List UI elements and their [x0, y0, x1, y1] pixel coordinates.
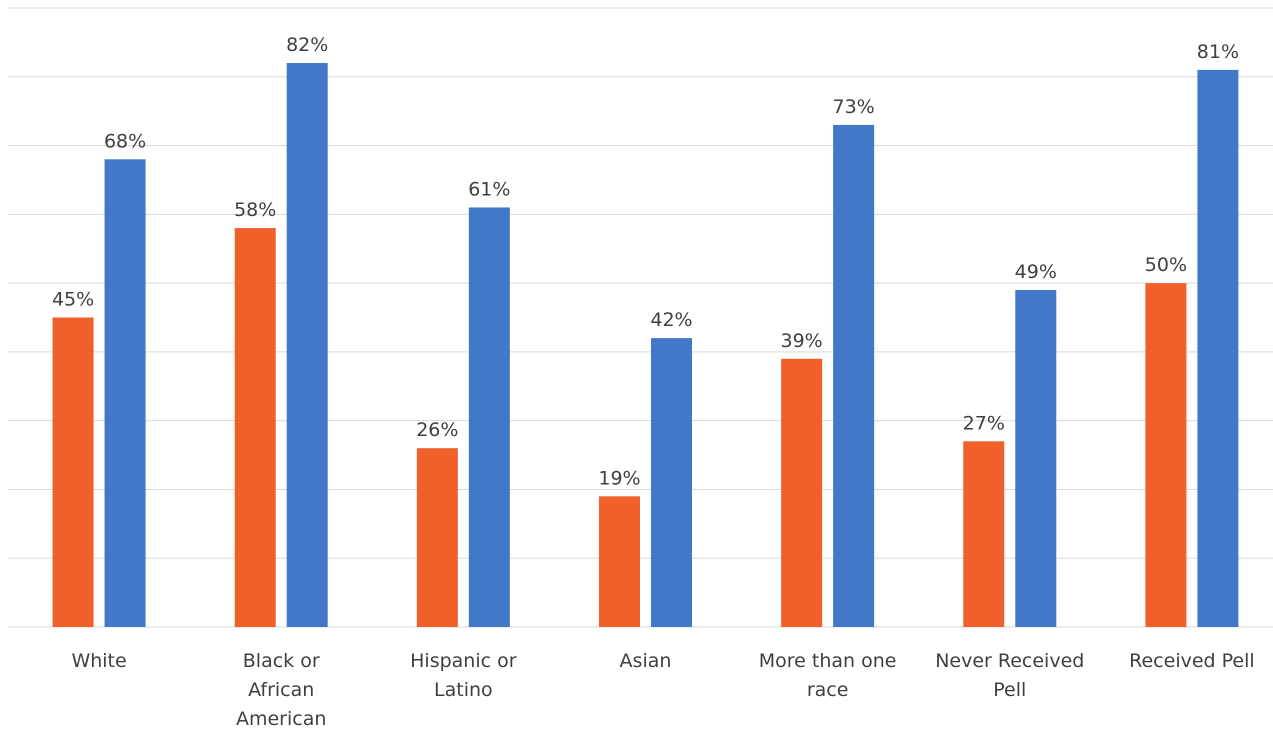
- data-label: 26%: [416, 419, 458, 441]
- category-label: Asian: [620, 650, 672, 672]
- data-label: 45%: [52, 289, 94, 311]
- data-label: 58%: [234, 199, 276, 221]
- category-labels: White Black or African American Hispanic or L…: [71, 650, 1254, 730]
- data-label: 39%: [781, 330, 823, 352]
- data-label: 19%: [598, 467, 640, 489]
- category-label: Hispanic or Latino: [410, 650, 517, 701]
- bar: [963, 441, 1005, 627]
- data-label: 49%: [1015, 261, 1057, 283]
- category-label: Black or African American: [236, 650, 326, 730]
- data-label: 27%: [963, 412, 1005, 434]
- data-label: 82%: [286, 34, 328, 56]
- bar: [286, 63, 328, 628]
- data-label: 42%: [650, 309, 692, 331]
- bars: [52, 63, 1239, 628]
- data-label: 50%: [1145, 254, 1187, 276]
- bar: [416, 448, 458, 627]
- bar: [781, 358, 823, 627]
- data-label: 61%: [468, 178, 510, 200]
- category-label: White: [71, 650, 126, 672]
- bar: [468, 207, 510, 627]
- category-label: Never Received Pell: [935, 650, 1084, 701]
- gridlines: [8, 7, 1273, 628]
- data-label: 68%: [104, 130, 146, 152]
- bar: [52, 317, 94, 627]
- data-label: 73%: [833, 96, 875, 118]
- bar: [1015, 289, 1057, 627]
- bar: [1145, 283, 1187, 627]
- category-label: Received Pell: [1129, 650, 1255, 672]
- data-label: 81%: [1197, 41, 1239, 63]
- bar: [598, 496, 640, 627]
- bar: [1197, 69, 1239, 627]
- bar: [650, 338, 692, 627]
- category-label: More than one race: [759, 650, 897, 701]
- bar: [833, 124, 875, 627]
- bar: [234, 228, 276, 628]
- bar: [104, 159, 146, 628]
- value-labels: 45% 68% 58% 82% 26% 61% 19% 42% 39% 73% 27% 49% 50% 8…: [52, 34, 1239, 489]
